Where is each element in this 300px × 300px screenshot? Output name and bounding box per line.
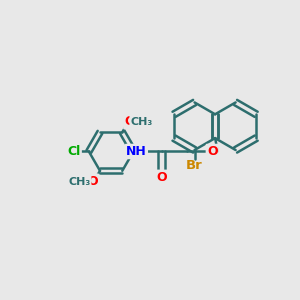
Text: NH: NH (126, 145, 147, 158)
Text: Br: Br (186, 159, 203, 172)
Text: O: O (87, 175, 98, 188)
Text: O: O (156, 171, 167, 184)
Text: CH₃: CH₃ (130, 117, 153, 127)
Text: O: O (207, 145, 217, 158)
Text: Cl: Cl (68, 145, 81, 158)
Text: CH₃: CH₃ (68, 177, 90, 187)
Text: O: O (124, 115, 135, 128)
